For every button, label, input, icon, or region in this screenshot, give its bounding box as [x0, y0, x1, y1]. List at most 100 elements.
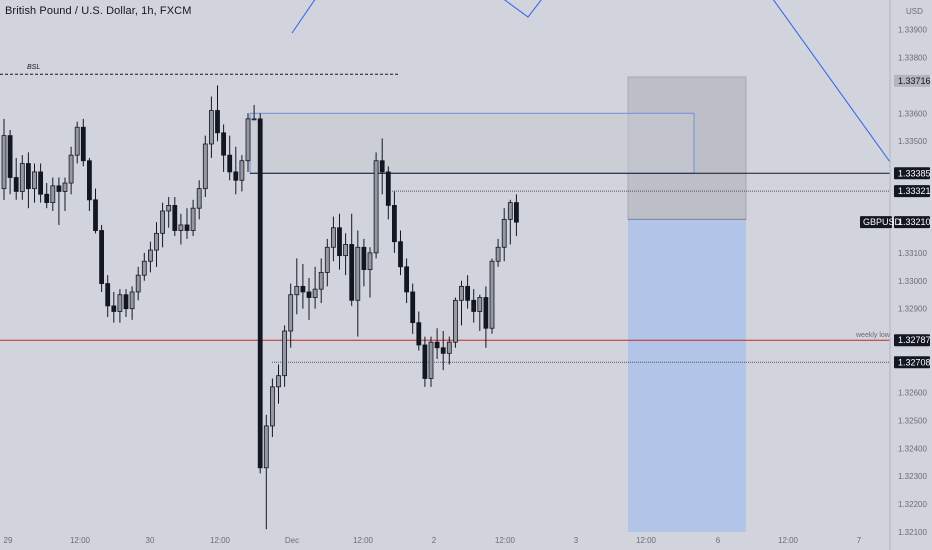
price-tag-value: 1.32708 [898, 357, 931, 367]
candle-body [495, 246, 501, 262]
candle-body [135, 274, 141, 293]
candle [190, 199, 196, 237]
candle [56, 177, 62, 225]
candle [257, 113, 263, 474]
y-tick-label: 1.32400 [898, 444, 927, 453]
candle [288, 283, 294, 348]
candle-body [355, 246, 361, 301]
price-tag: 1.33716 [894, 74, 931, 87]
candle-body [465, 285, 471, 301]
candle-body [422, 344, 428, 379]
x-tick-label: 3 [574, 536, 579, 545]
candle [154, 222, 159, 267]
price-tag-box [894, 74, 930, 87]
candle [221, 124, 227, 172]
candle [477, 294, 483, 332]
candle-body [306, 291, 312, 298]
candle-body [373, 160, 379, 254]
candle-body [288, 294, 294, 332]
bsl-label: BSL [27, 64, 40, 71]
y-tick-label: 1.32500 [898, 416, 927, 425]
candle [251, 104, 257, 121]
candle-body [245, 118, 251, 162]
candle-body [32, 171, 37, 190]
candle-body [294, 285, 300, 296]
candle-body [398, 241, 403, 268]
price-tag-box [894, 334, 930, 347]
candle-body [105, 283, 111, 307]
y-tick-label: 1.32200 [898, 500, 927, 509]
candle-body [62, 182, 68, 192]
candle [483, 286, 489, 348]
candle-body [263, 425, 269, 469]
candle-body [276, 375, 281, 388]
candle [434, 328, 440, 359]
candle [25, 152, 31, 209]
candle-body [349, 244, 355, 301]
price-tag: 1.32787 [894, 334, 931, 347]
candle [117, 289, 123, 323]
x-tick-label: Dec [285, 536, 299, 545]
candle-body [404, 266, 410, 293]
candle [422, 336, 428, 387]
candle-body [129, 291, 135, 310]
candle [294, 258, 300, 315]
projection-target-zone [628, 219, 746, 533]
candle-body [184, 224, 190, 231]
candle [410, 283, 416, 334]
candle [227, 135, 233, 181]
candle [452, 297, 458, 348]
candle-body [330, 227, 336, 248]
candle [416, 311, 422, 351]
candle-body [68, 154, 74, 184]
price-tag-value: 1.33321 [898, 186, 931, 196]
candle [44, 183, 50, 209]
candle-body [154, 232, 159, 251]
candle-body [19, 163, 25, 192]
candle-body [489, 260, 495, 329]
y-tick-label: 1.33900 [898, 26, 927, 35]
candle-body [196, 188, 202, 209]
candle-body [221, 132, 227, 156]
candle [202, 135, 208, 198]
candle [361, 238, 367, 287]
price-tag-value: 1.32787 [898, 335, 931, 345]
candle [398, 230, 403, 276]
candle [312, 266, 318, 309]
price-tag-box [894, 356, 930, 369]
candle [239, 155, 245, 192]
candle-body [44, 193, 50, 204]
candle [99, 224, 104, 292]
candle [367, 247, 373, 298]
x-tick-label: 2 [432, 536, 437, 545]
candle-body [501, 218, 507, 248]
y-tick-label: 1.32300 [898, 472, 927, 481]
candle [62, 177, 68, 211]
price-tag-value: 1.33210 [898, 217, 931, 227]
candle-body [324, 246, 330, 273]
candle-body [459, 285, 464, 301]
candle [495, 238, 501, 267]
candle-body [452, 299, 458, 343]
candle [80, 118, 86, 167]
candle-body [190, 207, 196, 231]
candle [373, 152, 379, 259]
x-tick-label: 6 [716, 536, 721, 545]
candle [19, 155, 25, 200]
candle-body [13, 177, 19, 192]
candle-body [172, 205, 178, 231]
candle [87, 157, 92, 211]
candle-body [117, 294, 123, 312]
candle-body [385, 171, 391, 206]
candle [208, 96, 214, 158]
candle-body [440, 347, 446, 354]
candle-body [1, 135, 7, 190]
candle-body [434, 341, 440, 349]
candle-body [147, 249, 153, 262]
price-tag-value: 1.33385 [898, 168, 931, 178]
candle-body [111, 305, 117, 312]
candle [196, 180, 202, 220]
